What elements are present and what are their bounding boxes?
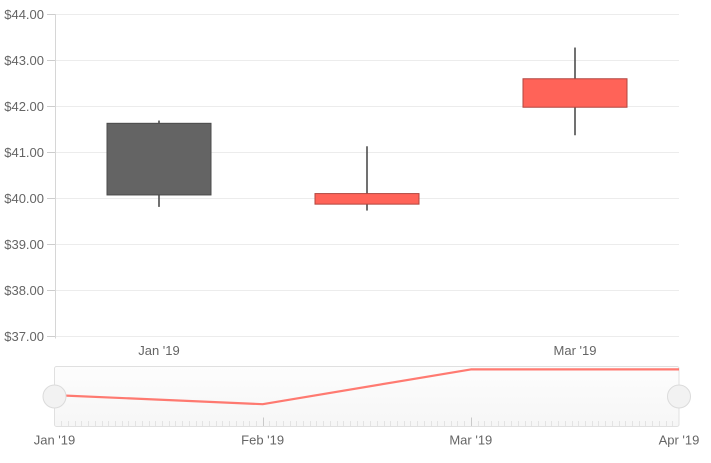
y-axis-label: $44.00 bbox=[4, 7, 44, 22]
navigator-line bbox=[54, 368, 679, 406]
candle-mar-19[interactable] bbox=[522, 47, 628, 136]
candle-body bbox=[522, 78, 628, 108]
y-axis-label: $41.00 bbox=[4, 145, 44, 160]
y-axis-label: $43.00 bbox=[4, 53, 44, 68]
y-axis-label: $40.00 bbox=[4, 191, 44, 206]
navigator-left-handle[interactable] bbox=[42, 384, 67, 409]
navigator[interactable]: Jan '19 Feb '19 Mar '19 Apr '19 bbox=[34, 366, 700, 448]
category-axis-labels: Jan '19 Mar '19 bbox=[138, 343, 596, 358]
candle-jan-19[interactable] bbox=[106, 120, 212, 207]
value-axis: $44.00 $43.00 $42.00 $41.00 $40.00 $39.00 $38.… bbox=[4, 7, 56, 344]
candle-feb-19[interactable] bbox=[314, 146, 420, 211]
navigator-axis-label: Mar '19 bbox=[449, 433, 492, 448]
candlestick-series[interactable] bbox=[106, 47, 628, 211]
candle-body bbox=[106, 122, 212, 196]
x-axis-label: Mar '19 bbox=[554, 343, 597, 358]
navigator-axis-label: Apr '19 bbox=[659, 433, 700, 448]
y-axis-label: $42.00 bbox=[4, 99, 44, 114]
candle-body bbox=[314, 193, 420, 205]
y-axis-label: $37.00 bbox=[4, 329, 44, 344]
navigator-track[interactable] bbox=[54, 366, 680, 427]
navigator-axis-label: Feb '19 bbox=[241, 433, 284, 448]
x-axis-label: Jan '19 bbox=[138, 343, 180, 358]
navigator-axis-label: Jan '19 bbox=[34, 433, 76, 448]
y-axis-label: $39.00 bbox=[4, 237, 44, 252]
y-axis-label: $38.00 bbox=[4, 283, 44, 298]
navigator-right-handle[interactable] bbox=[667, 384, 691, 409]
